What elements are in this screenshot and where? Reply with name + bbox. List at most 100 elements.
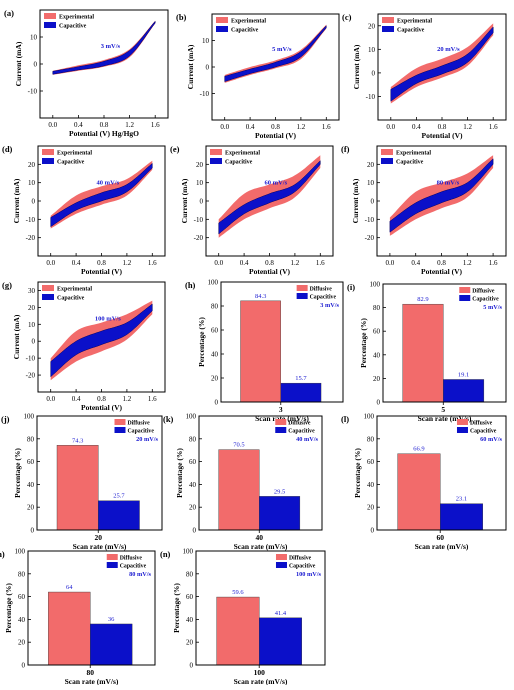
legend-label-capacitive: Capacitive (57, 296, 85, 302)
plot-frame (36, 415, 163, 531)
scan-rate-annotation: 60 mV/s (265, 180, 288, 187)
y-tick-label: 0 (200, 198, 204, 206)
plot-frame (376, 415, 507, 531)
bar-value-label: 19.1 (458, 371, 469, 378)
y-axis-label: Percentage (%) (359, 318, 368, 368)
legend-swatch-diffusive (296, 285, 308, 291)
cv-loop-capacitive (218, 160, 321, 235)
x-axis-label: Potential (V) (81, 267, 123, 276)
y-tick-label: 40 (211, 351, 219, 359)
bar-diffusive (218, 449, 260, 531)
y-tick-label: 20 (28, 304, 36, 312)
y-tick-label: 60 (27, 458, 35, 466)
legend-swatch-experimental (44, 13, 56, 19)
y-tick-label: 80 (18, 570, 26, 578)
x-category-label: 40 (256, 533, 264, 542)
scan-rate-annotation: 80 mV/s (437, 180, 460, 187)
x-axis-label: Scan rate (mV/s) (234, 677, 288, 685)
bar-value-label: 25.7 (113, 493, 125, 500)
x-tick-label: 1.2 (297, 123, 306, 131)
panel-letter: (b) (176, 12, 187, 22)
legend-swatch-experimental (42, 285, 54, 291)
y-tick-label: 20 (18, 639, 26, 647)
cv-loop-experimental (224, 24, 327, 83)
y-tick-label: 10 (367, 179, 375, 187)
legend-swatch-capacitive (275, 427, 287, 433)
y-axis-label: Percentage (%) (4, 583, 13, 633)
y-tick-label: 0 (32, 338, 36, 346)
y-tick-label: 10 (368, 46, 376, 54)
legend-swatch-capacitive (210, 158, 222, 164)
legend-swatch-experimental (42, 149, 54, 155)
y-tick-label: 0 (31, 527, 35, 535)
x-tick-label: 0.4 (246, 123, 255, 131)
legend-swatch-capacitive (44, 22, 56, 28)
legend-swatch-capacitive (42, 158, 54, 164)
scan-rate-annotation: 20 mV/s (437, 46, 460, 53)
y-tick-label: 0 (34, 61, 38, 69)
legend-swatch-diffusive (275, 554, 287, 560)
x-tick-label: 0.0 (220, 123, 229, 131)
x-tick-label: 1.6 (322, 123, 331, 131)
legend-label-capacitive: Capacitive (225, 160, 253, 166)
legend-swatch-experimental (216, 17, 228, 23)
legend-swatch-capacitive (216, 26, 228, 32)
y-tick-label: 10 (202, 37, 210, 45)
x-tick-label: 1.6 (148, 395, 157, 403)
bar-value-label: 64 (66, 584, 73, 591)
legend-label-experimental: Experimental (57, 151, 92, 157)
y-tick-label: 60 (367, 458, 375, 466)
x-tick-label: 1.6 (151, 121, 160, 129)
y-tick-label: -20 (365, 234, 375, 242)
y-axis-label: Current (mA) (14, 41, 23, 86)
legend-swatch-diffusive (275, 419, 287, 425)
panel-letter: (c) (342, 12, 352, 22)
legend-label-diffusive: Diffusive (128, 421, 151, 427)
legend-label-capacitive: Capacitive (472, 297, 499, 303)
y-tick-label: 100 (186, 413, 197, 421)
legend-label-capacitive: Capacitive (57, 160, 85, 166)
legend-swatch-experimental (382, 17, 394, 23)
bar-value-label: 15.7 (295, 375, 307, 382)
y-tick-label: 30 (28, 287, 36, 295)
y-tick-label: 100 (24, 413, 35, 421)
scan-rate-annotation: 40 mV/s (97, 180, 120, 187)
legend-label-diffusive: Diffusive (120, 556, 143, 562)
legend-swatch-diffusive (459, 287, 471, 293)
y-tick-label: 0 (190, 662, 194, 670)
x-tick-label: 0.4 (412, 123, 421, 131)
legend-label-capacitive: Capacitive (128, 429, 155, 435)
scan-rate-annotation: 100 mV/s (95, 316, 121, 323)
x-axis-label: Potential (V) (81, 403, 123, 412)
scan-rate-annotation: 80 mV/s (129, 571, 151, 578)
y-tick-label: -10 (194, 216, 204, 224)
x-tick-label: 1.2 (123, 259, 132, 267)
bar-capacitive (259, 617, 302, 666)
plot-frame (220, 281, 344, 403)
x-axis-label: Scan rate (mV/s) (234, 542, 288, 551)
y-tick-label: 80 (186, 570, 194, 578)
y-tick-label: 20 (367, 161, 375, 169)
cv-loop-capacitive (52, 20, 156, 75)
legend-swatch-capacitive (459, 295, 471, 301)
y-tick-label: 0 (193, 527, 197, 535)
x-axis-label: Scan rate (mV/s) (415, 542, 469, 551)
x-axis-label: Potential (V) (249, 267, 291, 276)
panel-letter: (e) (170, 144, 180, 154)
bar-value-label: 84.3 (255, 293, 266, 300)
x-tick-label: 0.8 (100, 121, 109, 129)
bar-value-label: 23.1 (456, 496, 467, 503)
y-axis-label: Current (mA) (12, 314, 21, 359)
y-tick-label: 40 (373, 351, 381, 359)
chart-panel-b: 0.0 0.4 0.8 1.2 1.6 -10 0 10 Potential (V) Curren… (176, 12, 340, 140)
y-tick-label: -10 (28, 88, 38, 96)
x-tick-label: 0.0 (214, 259, 223, 267)
panel-letter: (i) (347, 282, 355, 292)
bar-capacitive (259, 496, 301, 531)
x-axis-label: Scan rate (mV/s) (73, 542, 127, 551)
x-axis-label: Potential (V) Hg/HgO (69, 129, 139, 138)
legend-label-diffusive: Diffusive (472, 289, 495, 295)
cv-loop-experimental (390, 23, 494, 104)
scan-rate-annotation: 100 mV/s (296, 571, 322, 578)
